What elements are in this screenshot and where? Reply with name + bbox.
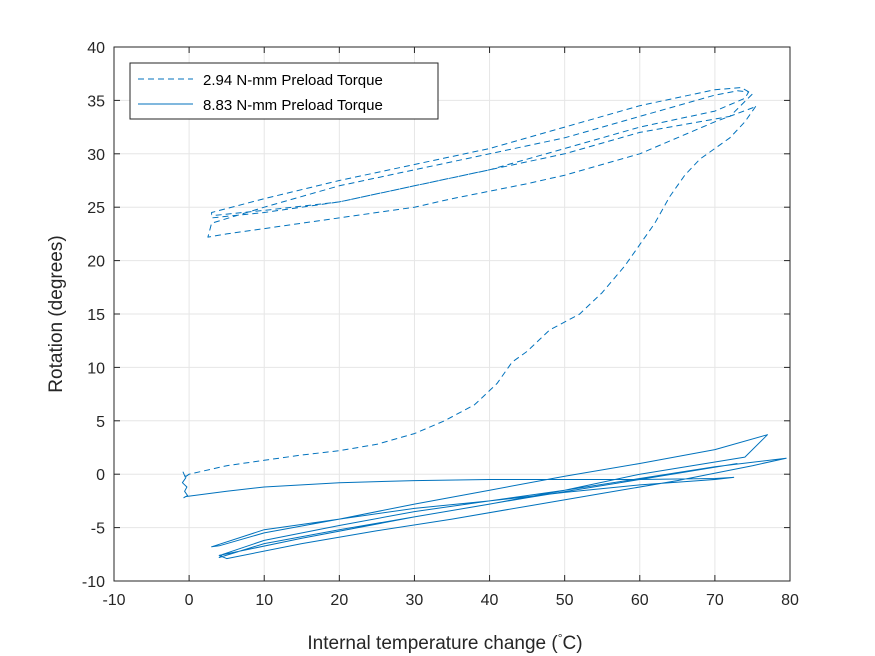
y-tick-label: -10	[82, 574, 105, 591]
y-tick-label: 15	[87, 307, 105, 324]
y-tick-label: 10	[87, 360, 105, 377]
x-tick-label: 70	[706, 592, 724, 609]
tick-labels: -10 0 10 20 30 40 50 60 70 80 -10 -5 0 5 10 15 20 25 30 35 4…	[82, 40, 799, 609]
x-tick-label: 10	[255, 592, 273, 609]
x-tick-label: 20	[330, 592, 348, 609]
legend: 2.94 N-mm Preload Torque 8.83 N-mm Prelo…	[129, 62, 439, 120]
x-tick-label: 40	[481, 592, 499, 609]
y-axis-label: Rotation (degrees)	[46, 235, 67, 392]
legend-box	[129, 62, 439, 120]
series-layer	[181, 87, 787, 560]
y-tick-label: -5	[91, 521, 105, 538]
y-tick-label: 25	[87, 200, 105, 217]
x-tick-label: 60	[631, 592, 649, 609]
x-axis-label: Internal temperature change (°C)	[307, 631, 582, 654]
y-tick-label: 20	[87, 254, 105, 271]
x-tick-label: 50	[556, 592, 574, 609]
y-tick-label: 40	[87, 40, 105, 57]
x-tick-label: 80	[781, 592, 799, 609]
x-tick-label: -10	[102, 592, 125, 609]
y-tick-label: 0	[96, 467, 105, 484]
y-tick-label: 5	[96, 414, 105, 431]
grid-lines	[114, 47, 790, 581]
y-tick-label: 30	[87, 147, 105, 164]
legend-label-series-1: 2.94 N-mm Preload Torque	[203, 72, 383, 89]
legend-label-series-2: 8.83 N-mm Preload Torque	[203, 97, 383, 114]
x-tick-label: 30	[406, 592, 424, 609]
series-line-2	[181, 434, 787, 560]
x-tick-label: 0	[185, 592, 194, 609]
y-tick-label: 35	[87, 93, 105, 110]
tick-marks	[113, 46, 791, 582]
series-line-1	[182, 87, 757, 478]
